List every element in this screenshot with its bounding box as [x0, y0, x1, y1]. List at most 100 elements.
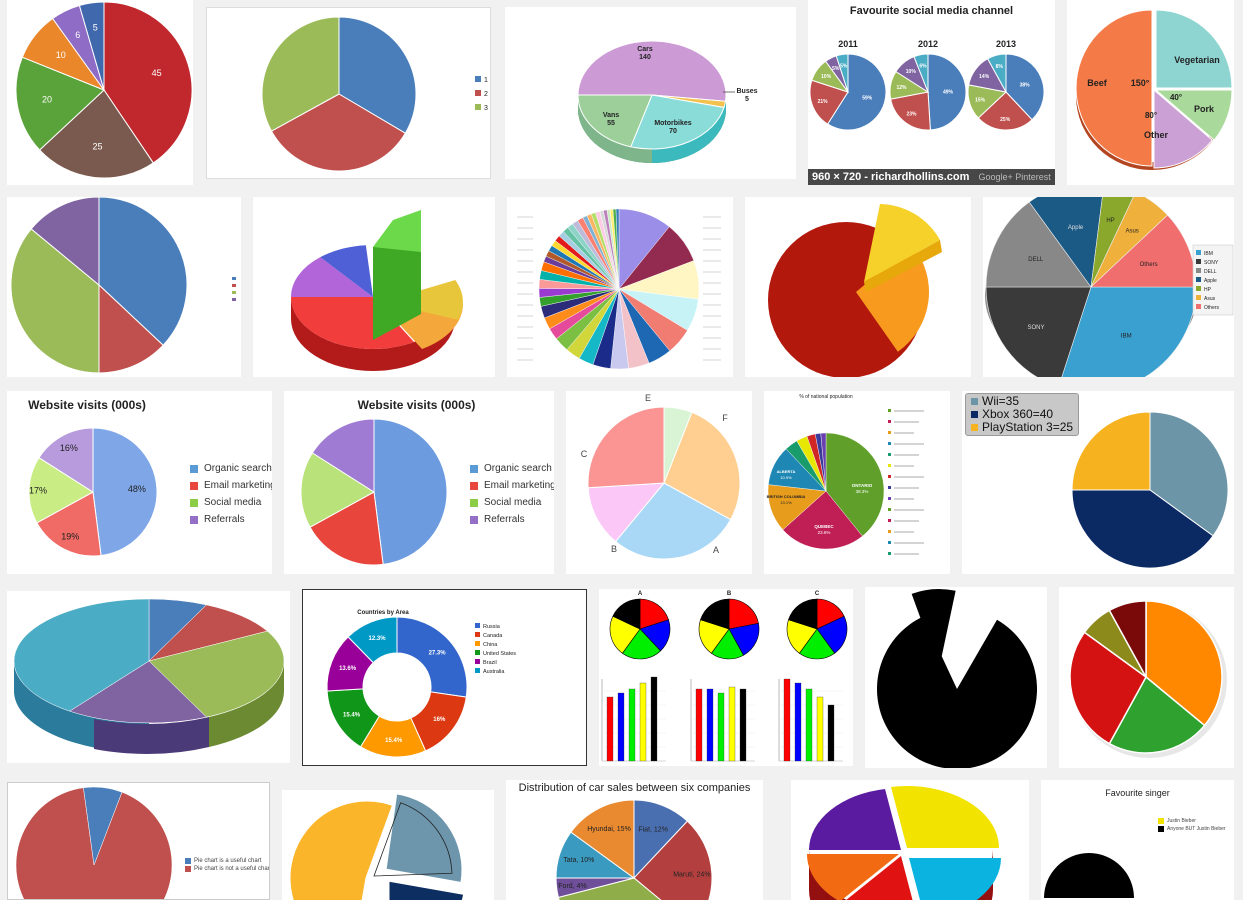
pie-slice [1071, 489, 1214, 569]
pie-slice [261, 16, 340, 132]
pie-chart-3d-wide [13, 598, 285, 754]
pie-slice [621, 628, 661, 660]
pie-chart-3d-purple [807, 786, 1001, 900]
pie-slice [98, 283, 164, 374]
slice-label: 40° [1170, 93, 1182, 102]
result-tile-11[interactable]: Website visits (000s) 48% 19% 17% 16% Organ… [7, 391, 272, 574]
slice-label: 15.4% [343, 712, 361, 718]
result-tile-12[interactable]: Website visits (000s) Organic search Emai… [284, 391, 554, 574]
slice-label: Vans [603, 112, 619, 119]
legend-swatch [971, 411, 978, 418]
pie-slice [1075, 9, 1153, 167]
slice-label: 19% [61, 532, 79, 542]
result-tile-24[interactable] [791, 780, 1029, 900]
legend-swatch [888, 541, 891, 544]
pie-slice [103, 1, 193, 164]
slice-label: Asus [1125, 228, 1138, 234]
result-tile-25[interactable]: Favourite singer Justin Bieber Anyone BUT… [1041, 780, 1234, 900]
legend-swatch [888, 420, 891, 423]
legend-swatch [475, 76, 481, 82]
bar [805, 688, 813, 762]
slice-label: 15% [975, 98, 986, 104]
slice-label: 23.6% [818, 530, 831, 535]
pie-chart-black [877, 589, 1037, 768]
pie-slice [13, 598, 150, 712]
pie-slice [83, 786, 123, 866]
legend-swatch [1196, 286, 1201, 291]
slice-label: 5 [93, 23, 98, 33]
legend-label: DELL [1204, 269, 1217, 275]
slice-label: 27.3% [429, 650, 447, 656]
pie-slice [663, 411, 741, 521]
pie-slice [987, 53, 1007, 93]
slice-label: DELL [1028, 257, 1044, 263]
legend-swatch [888, 552, 891, 555]
result-tile-16[interactable] [7, 591, 290, 763]
pie-chart-website-visits: 48% 19% 17% 16% [28, 427, 158, 557]
pie-slice [148, 604, 268, 662]
legend-swatch [888, 453, 891, 456]
legend-item: Email marketing [470, 480, 554, 491]
result-tile-2[interactable]: 1 2 3 [206, 7, 491, 179]
pie-slice [835, 53, 849, 93]
result-tile-7[interactable] [253, 197, 495, 377]
legend-label: Social media [204, 497, 262, 508]
pie-slice [338, 16, 417, 134]
pie-chart-website-visits-2 [300, 418, 448, 566]
pie-slice [630, 94, 725, 150]
slice-label: Pork [1194, 104, 1215, 114]
pie-slice [807, 854, 899, 900]
pie-slice [698, 619, 730, 654]
result-tile-8[interactable] [507, 197, 733, 377]
legend-label: Email marketing [484, 480, 554, 491]
result-tile-19[interactable] [865, 587, 1047, 768]
bar [628, 688, 636, 762]
result-tile-18[interactable]: A B C [599, 589, 853, 766]
result-tile-17[interactable]: Countries by Area 27.3% 16% 15.4% 15.4% 13.6%… [302, 589, 587, 766]
bar [739, 688, 747, 762]
result-tile-1[interactable]: 45 25 20 10 6 5 [7, 0, 193, 185]
legend-item: Wii=35 [971, 395, 1073, 408]
bar [728, 686, 736, 762]
pie-slice-raised [373, 210, 421, 252]
slice-label: Other [1144, 130, 1169, 140]
legend-label: Wii=35 [982, 394, 1020, 408]
slice-label: 15.4% [385, 738, 403, 744]
result-tile-20[interactable] [1059, 587, 1234, 768]
result-tile-6[interactable] [7, 197, 241, 377]
pie-slice [700, 598, 730, 630]
pie-slice [1044, 853, 1134, 898]
result-tile-14[interactable]: % of national population ONTARIO 38.3% QUEB… [764, 391, 950, 574]
result-tile-3[interactable]: Cars 140 Vans 55 Motorbikes 70 Buses 5 [505, 7, 796, 179]
slice-label: Others [1140, 262, 1158, 268]
result-tile-5[interactable]: Beef 150° Vegetarian 40° Pork 80° Other [1067, 0, 1234, 185]
bar [706, 688, 714, 762]
result-tile-13[interactable]: E F C B A [566, 391, 752, 574]
result-tile-10[interactable]: IBM SONY DELL Apple HP Asus Others IBM SONY DELL A… [983, 197, 1234, 377]
pie-slice [891, 786, 999, 848]
slice-label: Ford, 4% [558, 883, 586, 890]
year-label: 2012 [918, 39, 938, 49]
pie-slice [383, 791, 465, 886]
caption-size-source: 960 × 720 - richardhollins.com [812, 171, 970, 183]
pie-chart-consoles [1071, 411, 1229, 569]
chart-title: C [815, 591, 820, 597]
pie-slice [30, 197, 100, 287]
legend-item: Email marketing [190, 480, 272, 491]
slice-label: 150° [1131, 78, 1150, 88]
legend-label: 2 [484, 91, 488, 98]
result-tile-15[interactable]: Wii=35 Xbox 360=40 PlayStation 3=25 [962, 391, 1234, 574]
pie-slice [977, 91, 1033, 131]
legend-swatch [1196, 268, 1201, 273]
legend-label: Referrals [204, 514, 245, 525]
legend-label: United States [483, 651, 516, 657]
legend-label: Organic search [484, 463, 552, 474]
legend-swatch [888, 497, 891, 500]
legend-swatch [470, 498, 478, 507]
result-tile-21[interactable]: Pie chart is a useful chart Pie chart is … [7, 782, 270, 900]
result-tile-22[interactable] [282, 790, 494, 900]
result-tile-4[interactable]: Favourite social media channel 2011 59% 21… [808, 0, 1055, 185]
result-tile-23[interactable]: Distribution of car sales between six co… [506, 780, 763, 900]
pie-slice [69, 660, 207, 724]
result-tile-9[interactable] [745, 197, 971, 377]
